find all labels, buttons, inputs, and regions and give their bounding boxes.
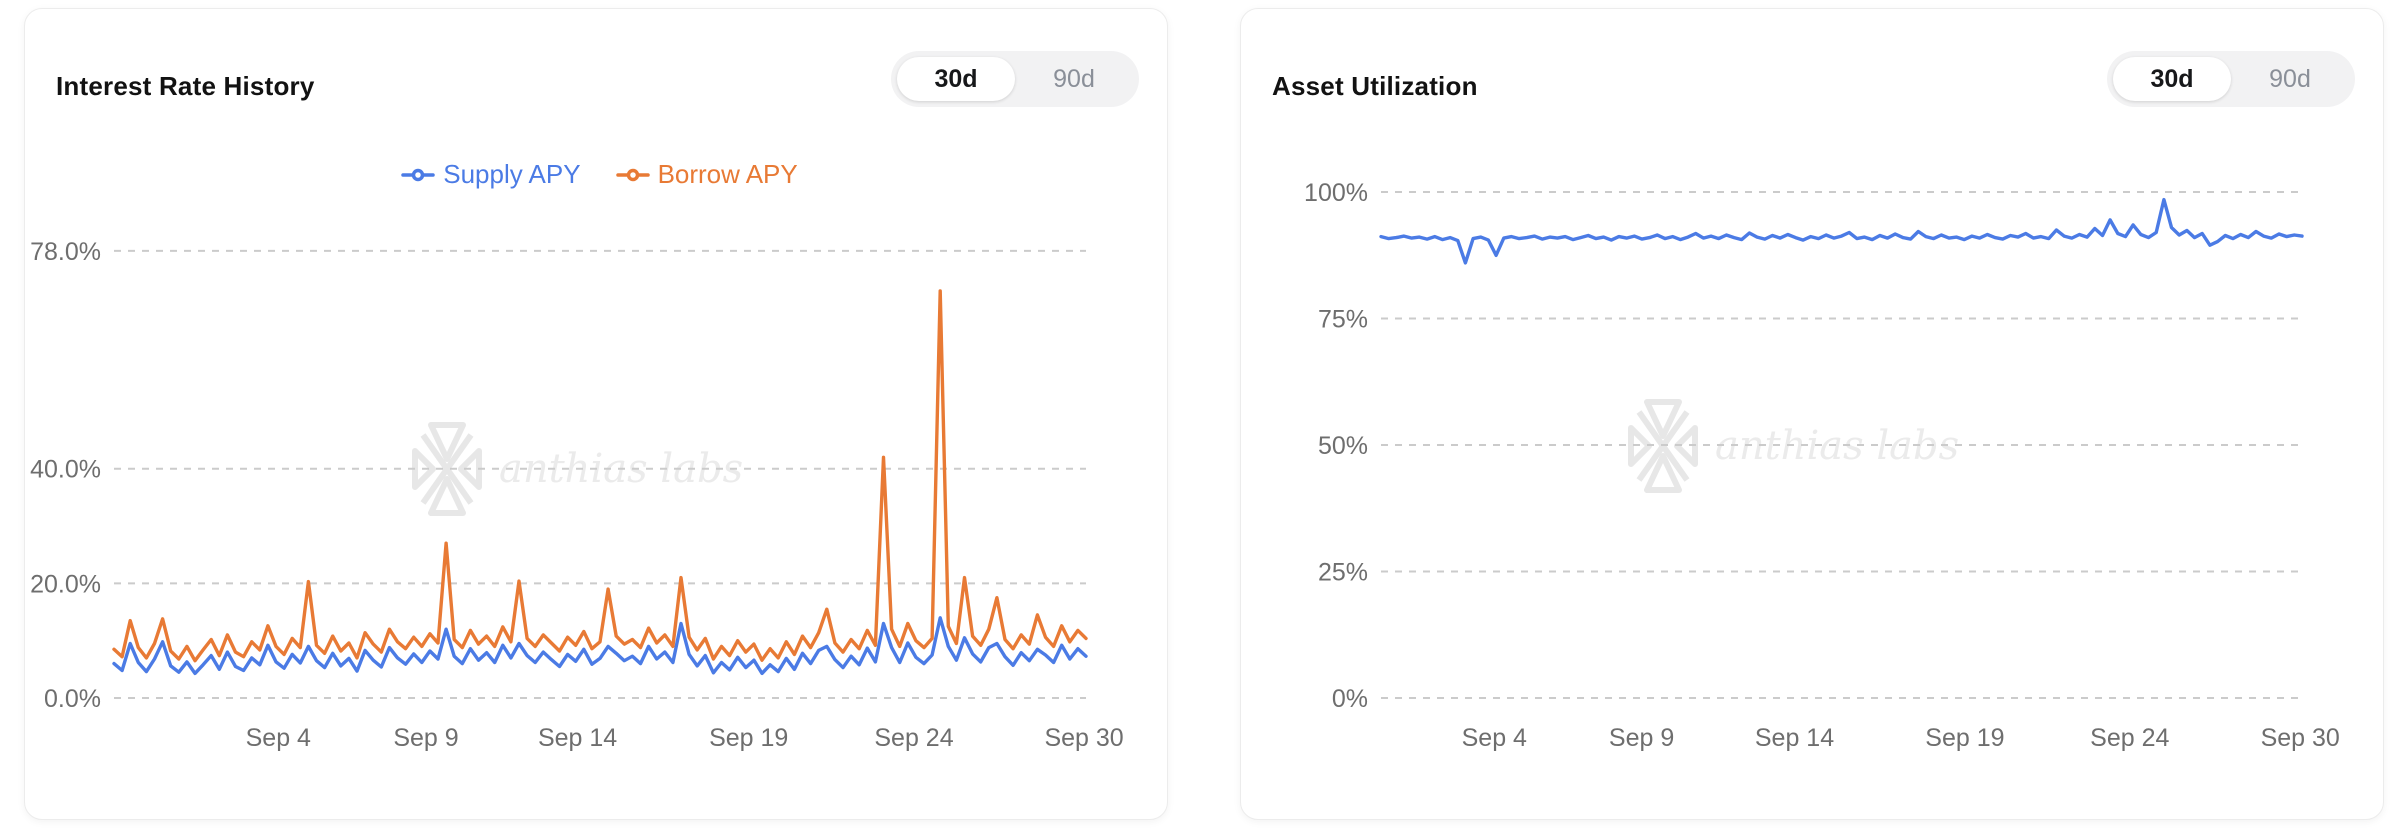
- asset-utilization-card: Asset Utilization 30d 90d anthias labs 0…: [1240, 8, 2384, 820]
- card-title: Interest Rate History: [56, 71, 315, 101]
- svg-text:Sep 30: Sep 30: [1044, 724, 1123, 752]
- svg-text:Sep 9: Sep 9: [1609, 724, 1674, 752]
- range-toggle: 30d 90d: [891, 51, 1139, 107]
- line-marker-icon: [401, 168, 435, 181]
- chart-legend: Supply APY Borrow APY: [114, 159, 1086, 190]
- svg-text:Sep 19: Sep 19: [1925, 724, 2004, 752]
- range-option-30d[interactable]: 30d: [2113, 57, 2231, 101]
- svg-text:Sep 30: Sep 30: [2261, 724, 2340, 752]
- svg-text:78.0%: 78.0%: [30, 238, 101, 266]
- svg-text:40.0%: 40.0%: [30, 456, 101, 484]
- legend-label: Supply APY: [443, 159, 581, 189]
- svg-text:75%: 75%: [1318, 306, 1368, 334]
- svg-text:Sep 14: Sep 14: [538, 724, 617, 752]
- svg-text:0.0%: 0.0%: [44, 685, 101, 713]
- svg-text:Sep 19: Sep 19: [709, 724, 788, 752]
- range-option-90d[interactable]: 90d: [1053, 64, 1095, 93]
- interest-rate-history-card: Interest Rate History 30d 90d Supply APY…: [24, 8, 1168, 820]
- line-marker-icon: [615, 168, 650, 181]
- svg-text:0%: 0%: [1332, 685, 1368, 713]
- range-toggle: 30d 90d: [2107, 51, 2355, 107]
- range-option-30d[interactable]: 30d: [897, 57, 1015, 101]
- range-option-90d[interactable]: 90d: [2269, 64, 2311, 93]
- svg-text:Sep 9: Sep 9: [393, 724, 458, 752]
- svg-text:25%: 25%: [1318, 559, 1368, 587]
- svg-text:Sep 4: Sep 4: [1462, 724, 1527, 752]
- svg-text:Sep 4: Sep 4: [246, 724, 311, 752]
- asset-utilization-chart[interactable]: 0% 25% 50% 75% 100% Sep 4 Sep 9 Sep 14 Sep 19 Sep…: [1241, 9, 2385, 821]
- svg-text:20.0%: 20.0%: [30, 570, 101, 598]
- svg-text:100%: 100%: [1304, 179, 1368, 207]
- interest-rate-history-chart[interactable]: 0.0% 20.0% 40.0% 78.0% Sep 4 Sep 9 Sep 14 Sep 1…: [25, 9, 1169, 821]
- svg-text:50%: 50%: [1318, 432, 1368, 460]
- svg-text:Sep 24: Sep 24: [874, 724, 953, 752]
- legend-item-borrow-apy[interactable]: Borrow APY: [615, 159, 798, 190]
- legend-label: Borrow APY: [657, 159, 798, 189]
- card-title: Asset Utilization: [1272, 71, 1478, 101]
- legend-item-supply-apy[interactable]: Supply APY: [401, 159, 581, 190]
- svg-text:Sep 14: Sep 14: [1755, 724, 1834, 752]
- svg-text:Sep 24: Sep 24: [2090, 724, 2169, 752]
